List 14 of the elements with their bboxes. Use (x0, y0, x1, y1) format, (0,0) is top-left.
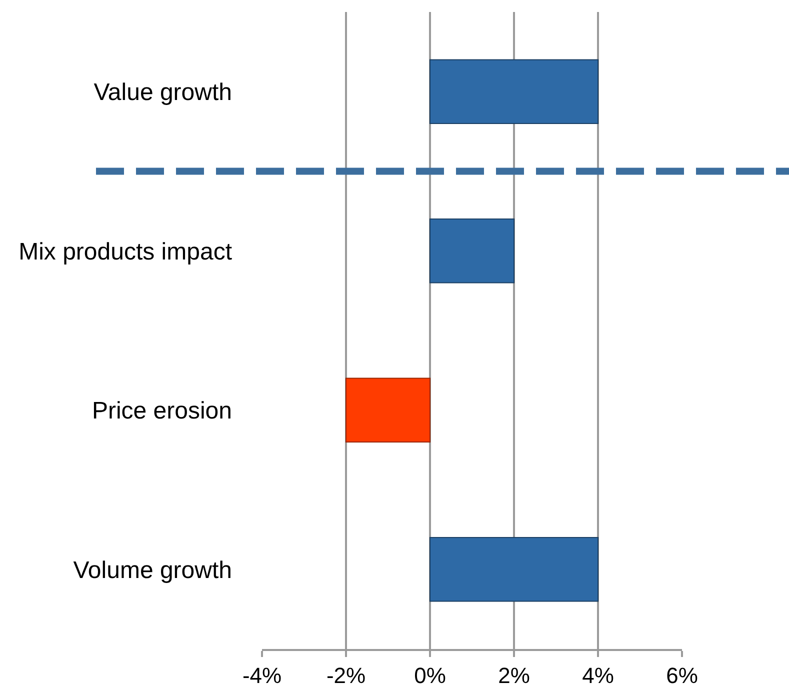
bar (346, 378, 430, 442)
bar (430, 218, 514, 284)
bar (430, 537, 598, 602)
y-tick-label: Price erosion (92, 398, 232, 425)
x-tick-label: 6% (666, 663, 698, 688)
y-tick-label: Volume growth (73, 556, 232, 584)
x-tick-label: -4% (242, 663, 282, 688)
x-tick-label: 0% (414, 663, 446, 688)
y-tick-label: Mix products impact (18, 238, 232, 266)
x-tick-label: 2% (498, 663, 530, 688)
y-tick-label: Value growth (94, 79, 232, 106)
bar (430, 59, 598, 124)
x-tick-label: -2% (326, 663, 366, 688)
x-tick-label: 4% (582, 663, 614, 688)
